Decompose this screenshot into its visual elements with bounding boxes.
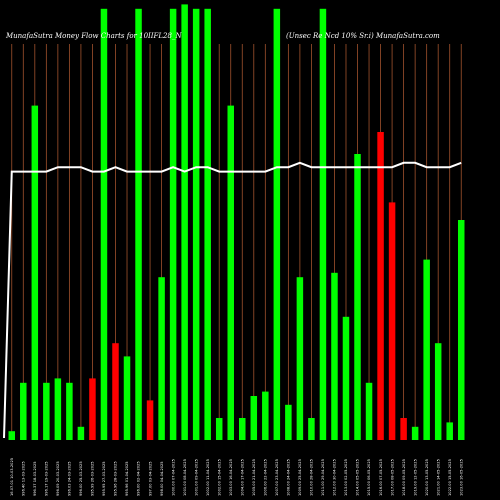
money-flow-bar	[377, 132, 384, 440]
money-flow-bar	[204, 8, 211, 441]
price-line	[3, 161, 462, 439]
x-tick-label: 1010.00 28-04-2025	[310, 459, 314, 496]
money-flow-bar	[354, 154, 361, 440]
x-tick-label: 1014.00 05-05-2025	[356, 459, 360, 496]
x-tick-label: 996.37 18-03-2025	[33, 461, 37, 496]
money-flow-bar	[77, 426, 85, 440]
x-tick-label: 1002.00 15-04-2025	[217, 459, 221, 496]
money-flow-bar	[31, 105, 39, 440]
money-flow-bar	[43, 382, 50, 440]
money-flow-bar	[158, 277, 165, 440]
money-flow-bar	[100, 8, 108, 441]
money-flow-bar	[112, 343, 119, 440]
money-flow-bar	[181, 4, 188, 441]
x-tick-label: 996.09 20-03-2025	[56, 461, 60, 496]
x-axis-tick-labels: 16.07.01 10-03-2025 996.40 13-03-2025 996.…	[10, 458, 463, 496]
chart-title-right: (Unsec Re Ncd 10% Sr.i) MunafaSutra.com	[286, 32, 440, 40]
price-line-path	[3, 161, 462, 439]
money-flow-bar	[146, 400, 154, 440]
money-flow-bar	[285, 404, 292, 440]
x-tick-label: 1005.00 21-04-2025	[252, 459, 256, 496]
money-flow-bar	[262, 391, 269, 440]
x-tick-label: 996.17 19-03-2025	[45, 461, 49, 496]
x-tick-label: 1003.00 16-04-2025	[229, 459, 233, 496]
money-flow-bar	[388, 202, 396, 440]
x-tick-label: 996.00 02-04-2025	[137, 461, 141, 496]
money-flow-bar	[250, 396, 258, 440]
x-tick-label: 1021.00 14-05-2025	[436, 459, 440, 496]
money-flow-bar	[135, 8, 142, 441]
x-tick-label: 995.96 28-03-2025	[114, 461, 118, 496]
x-tick-label: 995.99 26-03-2025	[91, 461, 95, 496]
money-flow-bar	[342, 316, 350, 440]
money-flow-bar	[8, 431, 16, 440]
money-flow-bar	[215, 418, 223, 440]
money-flow-bar	[308, 418, 315, 440]
x-tick-label: 16.07.01 10-03-2025	[10, 458, 14, 496]
x-tick-label: 1018.00 09-05-2025	[402, 459, 406, 496]
money-flow-bars	[8, 4, 465, 441]
x-tick-label: 995.96 01-04-2025	[125, 461, 129, 496]
x-tick-label: 1013.00 02-05-2025	[344, 459, 348, 496]
money-flow-bar	[123, 356, 131, 440]
x-tick-label: 1015.00 06-05-2025	[367, 459, 371, 496]
x-tick-label: 998.00 04-04-2025	[160, 461, 164, 496]
x-tick-label: 1023.00 16-05-2025	[459, 459, 463, 496]
money-flow-bar	[365, 382, 373, 440]
x-tick-label: 1008.00 24-04-2025	[287, 459, 291, 496]
money-flow-bar	[331, 272, 338, 440]
x-tick-label: 1019.00 12-05-2025	[413, 459, 417, 496]
money-flow-bar	[89, 378, 96, 440]
x-tick-label: 1001.00 08-04-2025	[183, 459, 187, 496]
money-flow-bar	[296, 277, 304, 440]
x-tick-label: 1020.00 13-05-2025	[425, 459, 429, 496]
money-flow-bar	[319, 8, 327, 441]
x-tick-label: 1012.00 30-04-2025	[333, 459, 337, 496]
money-flow-bar	[457, 220, 465, 440]
x-tick-label: 1007.00 23-04-2025	[275, 459, 279, 496]
money-flow-bar	[400, 418, 407, 440]
x-tick-label: 1022.00 15-05-2025	[448, 459, 452, 496]
x-tick-label: 1016.00 07-05-2025	[379, 459, 383, 496]
x-tick-label: 1001.00 09-04-2025	[194, 459, 198, 496]
chart-title-left: MunafaSutra Money Flow Charts for 10IIFL…	[5, 32, 182, 40]
money-flow-bar	[273, 8, 281, 441]
x-tick-label: 1002.00 11-04-2025	[206, 459, 210, 496]
money-flow-bar	[423, 259, 430, 440]
x-tick-label: 1009.00 25-04-2025	[298, 459, 302, 496]
x-tick-label: 1006.00 22-04-2025	[264, 459, 268, 496]
x-tick-label: 1004.00 17-04-2025	[240, 459, 244, 496]
money-flow-bar	[169, 8, 177, 441]
money-flow-bar	[227, 105, 234, 440]
x-tick-label: 996.40 13-03-2025	[21, 461, 25, 496]
x-tick-label: 1000.00 07-04-2025	[171, 459, 175, 496]
x-tick-label: 997.00 03-04-2025	[148, 461, 152, 496]
money-flow-bar	[66, 382, 73, 440]
x-tick-label: 995.95 27-03-2025	[102, 461, 106, 496]
x-tick-label: 1011.00 29-04-2025	[321, 459, 325, 496]
x-tick-label: 1017.00 08-05-2025	[390, 459, 394, 496]
money-flow-bar	[20, 382, 27, 440]
money-flow-bar	[239, 418, 246, 440]
x-tick-label: 996.00 25-03-2025	[79, 461, 83, 496]
money-flow-bar	[192, 8, 200, 441]
money-flow-bar	[446, 422, 453, 440]
money-flow-bar	[434, 343, 442, 440]
money-flow-bar	[54, 378, 62, 440]
x-tick-label: 996.03 24-03-2025	[68, 461, 72, 496]
money-flow-bar	[411, 426, 419, 440]
